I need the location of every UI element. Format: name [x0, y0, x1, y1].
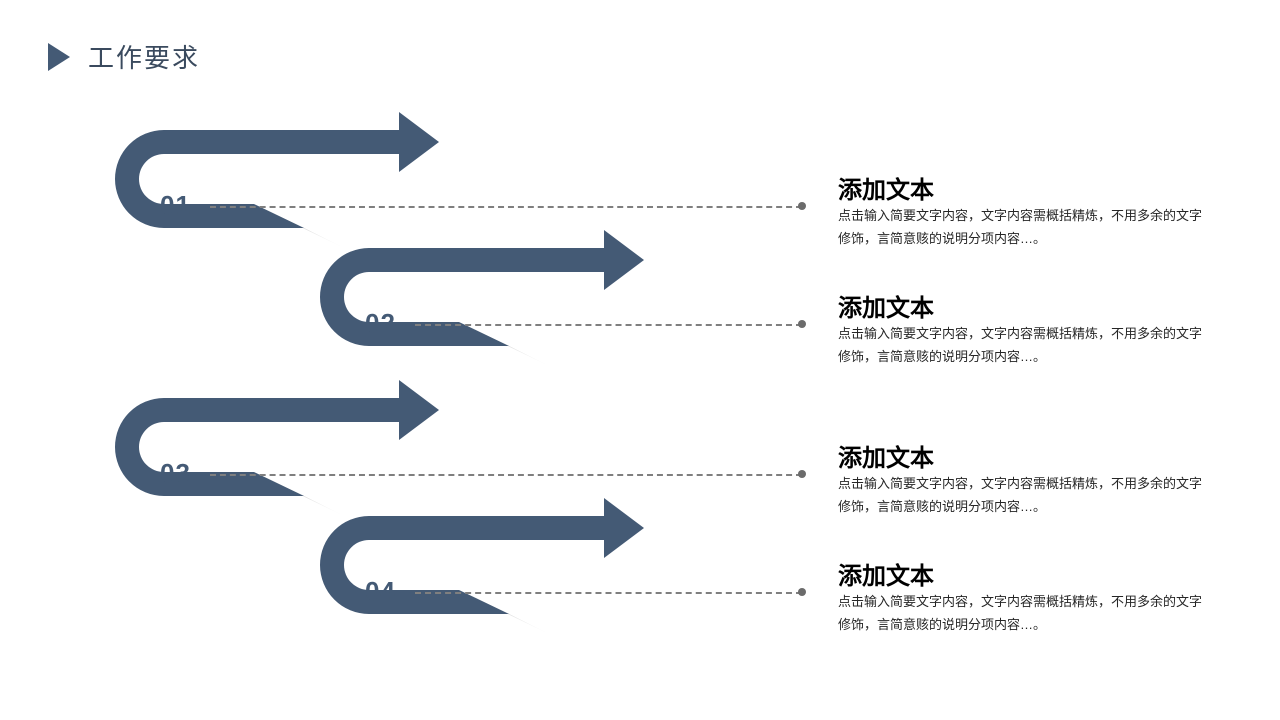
item-desc-1: 点击输入简要文字内容，文字内容需概括精炼，不用多余的文字修饰，言简意赅的说明分项…: [838, 204, 1208, 251]
item-title-3: 添加文本: [838, 438, 934, 473]
step-number-3: 03: [160, 458, 191, 489]
triangle-icon: [48, 43, 70, 71]
connector-line-2: [415, 324, 802, 326]
u-arrow-1: [91, 106, 463, 257]
page-title: 工作要求: [88, 38, 200, 75]
item-title-1: 添加文本: [838, 170, 934, 205]
step-number-1: 01: [160, 190, 191, 221]
step-number-4: 04: [365, 576, 396, 607]
u-arrow-4: [296, 492, 668, 643]
u-arrow-2: [296, 224, 668, 375]
connector-dot-3: [798, 470, 806, 478]
item-title-2: 添加文本: [838, 288, 934, 323]
item-title-4: 添加文本: [838, 556, 934, 591]
connector-dot-2: [798, 320, 806, 328]
step-number-2: 02: [365, 308, 396, 339]
item-desc-4: 点击输入简要文字内容，文字内容需概括精炼，不用多余的文字修饰，言简意赅的说明分项…: [838, 590, 1208, 637]
connector-dot-4: [798, 588, 806, 596]
item-desc-2: 点击输入简要文字内容，文字内容需概括精炼，不用多余的文字修饰，言简意赅的说明分项…: [838, 322, 1208, 369]
connector-line-1: [210, 206, 802, 208]
connector-dot-1: [798, 202, 806, 210]
page-title-wrap: 工作要求: [48, 38, 200, 75]
connector-line-4: [415, 592, 802, 594]
connector-line-3: [210, 474, 802, 476]
u-arrow-3: [91, 374, 463, 525]
item-desc-3: 点击输入简要文字内容，文字内容需概括精炼，不用多余的文字修饰，言简意赅的说明分项…: [838, 472, 1208, 519]
